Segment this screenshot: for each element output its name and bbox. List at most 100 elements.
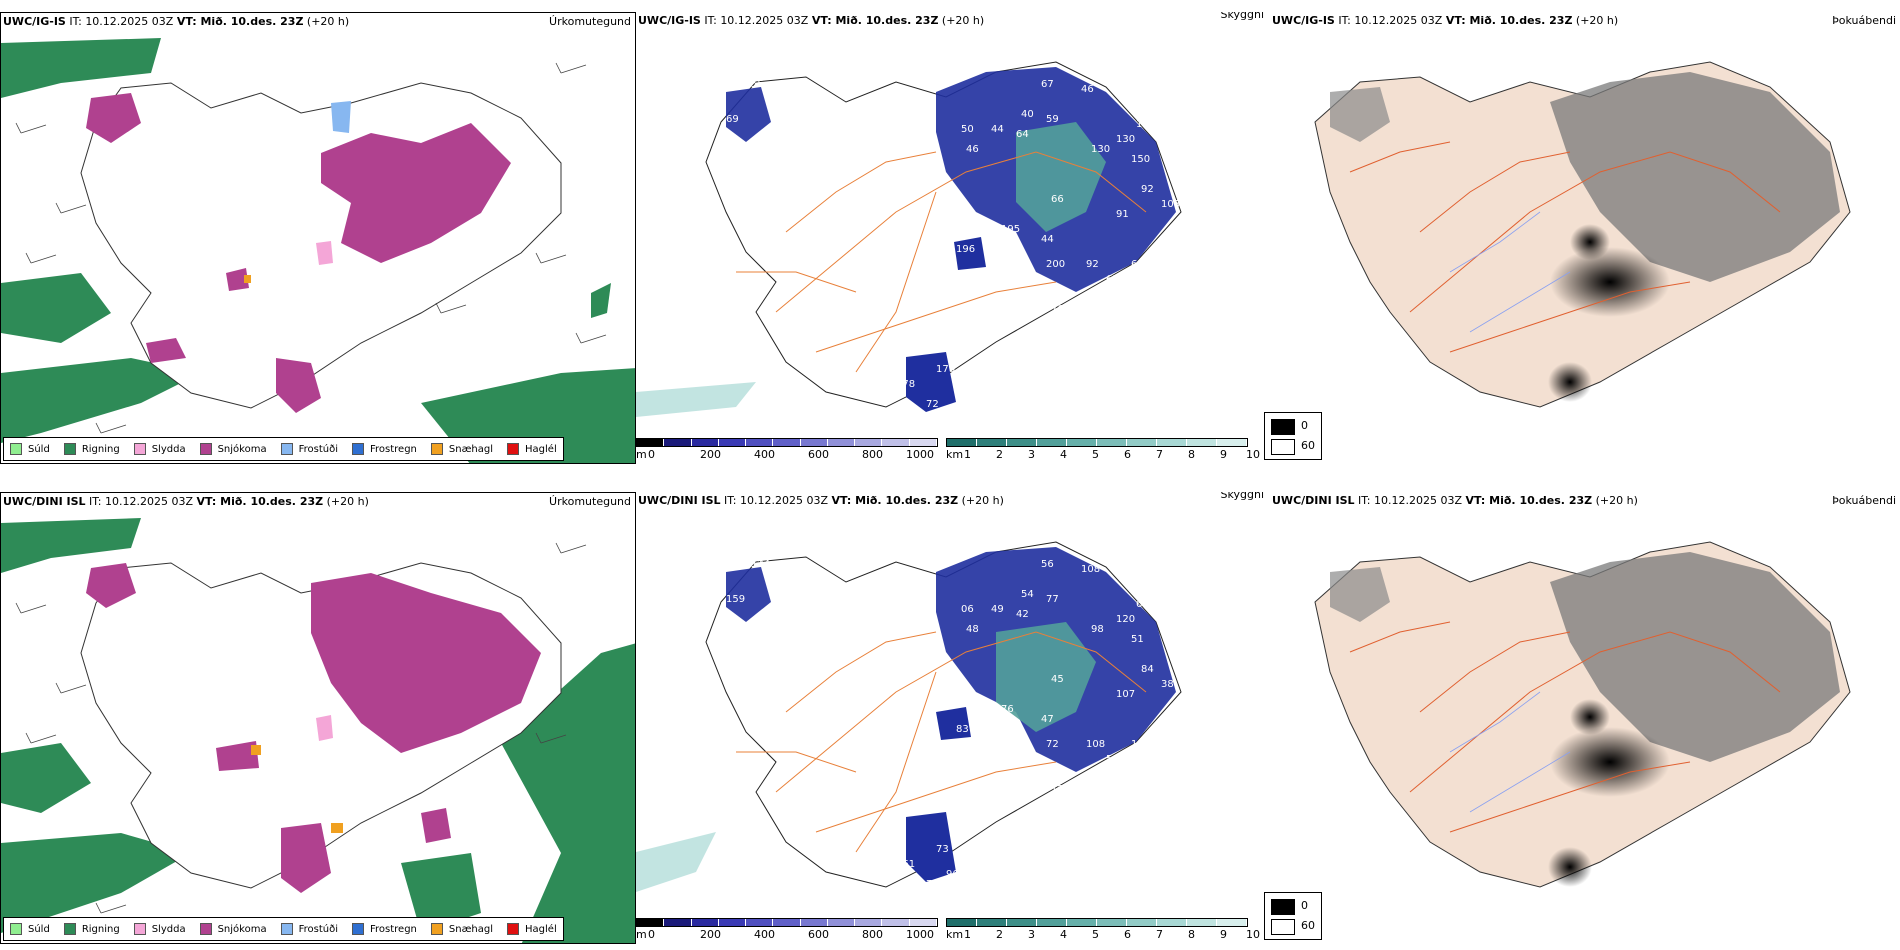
visibility-value-label: 77 <box>1046 594 1059 605</box>
visibility-value-label: 66 <box>1051 194 1064 205</box>
model-name: UWC/DINI ISL <box>638 494 721 507</box>
colorbar-tick: 200 <box>700 448 721 461</box>
model-name: UWC/IG-IS <box>638 14 701 27</box>
visibility-value-label: 44 <box>991 124 1004 135</box>
colorbar-unit: m <box>636 448 647 461</box>
panel-title-visibility: Skyggni <box>1220 492 1264 501</box>
visibility-value-label: 80 <box>1031 804 1044 815</box>
visibility-value-label: 46 <box>966 144 979 155</box>
colorbar-tick: 9 <box>1220 448 1227 461</box>
lead-time: (+20 h) <box>1572 14 1619 27</box>
visibility-value-label: 50 <box>961 124 974 135</box>
visibility-value-label: 72 <box>926 399 939 410</box>
visibility-value-label: 03 <box>751 144 764 155</box>
visibility-value-label: 200 <box>1046 259 1065 270</box>
colorbar-tick: 2 <box>996 448 1003 461</box>
visibility-value-label: 150 <box>1131 739 1150 750</box>
visibility-value-label: 150 <box>1131 154 1150 165</box>
legend-item: Rigning <box>63 443 120 455</box>
fog-legend-label: 60 <box>1301 919 1315 932</box>
precip-type-panel-row1: UWC/IG-IS IT: 10.12.2025 03Z VT: Mið. 10… <box>0 12 636 464</box>
visibility-value-label: 5 <box>761 174 767 185</box>
valid-time: VT: Mið. 10.des. 23Z <box>1445 14 1573 27</box>
legend-item: Frostregn <box>352 923 417 935</box>
fog-index-panel-row2: UWC/DINI ISL IT: 10.12.2025 03Z VT: Mið.… <box>1270 492 1900 944</box>
precip-type-panel-row2: UWC/DINI ISL IT: 10.12.2025 03Z VT: Mið.… <box>0 492 636 944</box>
colorbar-tick: 400 <box>754 448 775 461</box>
fog-legend-swatch <box>1271 899 1295 915</box>
fog-legend-label: 0 <box>1301 419 1308 432</box>
colorbar-tick: 5 <box>1092 448 1099 461</box>
panel-header: UWC/DINI ISL IT: 10.12.2025 03Z VT: Mið.… <box>636 492 1270 508</box>
colorbar-tick: 8 <box>1188 448 1195 461</box>
colorbar-tick: 5 <box>1092 928 1099 941</box>
colorbar-unit: km <box>946 928 964 941</box>
colorbar-tick: 600 <box>808 448 829 461</box>
run-info: UWC/DINI ISL IT: 10.12.2025 03Z VT: Mið.… <box>638 494 1004 508</box>
visibility-value-label: 67 <box>1166 644 1179 655</box>
colorbar-tick: 1 <box>964 928 971 941</box>
model-name: UWC/DINI ISL <box>1272 494 1355 507</box>
panel-title-fog: Þokuábendi <box>1832 14 1896 27</box>
visibility-value-label: 62 <box>1136 599 1149 610</box>
legend-item: Frostúði <box>280 443 338 455</box>
legend-item: Haglél <box>507 923 557 935</box>
visibility-value-label: 107 <box>1116 689 1135 700</box>
visibility-map-row1: 102 55 69 106 03 5 50 44 46 40 64 67 46 59 130 130 150 10… <box>636 61 1189 417</box>
visibility-value-label: 49 <box>991 604 1004 615</box>
fog-map-row1 <box>1314 61 1851 408</box>
model-name: UWC/IG-IS <box>3 15 66 28</box>
visibility-value-label: 106 <box>786 114 805 125</box>
precip-map-row2 <box>1 518 635 943</box>
init-time: IT: 10.12.2025 03Z <box>720 494 832 507</box>
colorbar-meters: m 0 200 400 600 800 1000 <box>636 916 946 944</box>
visibility-value-label: 130 <box>1116 134 1135 145</box>
visibility-value-label: 46 <box>1081 84 1094 95</box>
visibility-value-label: 96 <box>731 559 744 570</box>
visibility-map-row2: 96 114 159 69 93 82 06 49 48 54 42 56 108 77 98 120 51 62… <box>636 541 1195 892</box>
visibility-value-label: 67 <box>1041 79 1054 90</box>
visibility-panel-row2: 96 114 159 69 93 82 06 49 48 54 42 56 108 77 98 120 51 62… <box>636 492 1270 944</box>
colorbar-tick: 10 <box>1246 448 1260 461</box>
visibility-value-label: 130 <box>1091 144 1110 155</box>
visibility-value-label: 186 <box>1106 814 1125 825</box>
colorbar-tick: 4 <box>1060 448 1067 461</box>
visibility-value-label: 108 <box>1176 704 1195 715</box>
colorbar-tick: 3 <box>1028 928 1035 941</box>
colorbar-tick: 2 <box>996 928 1003 941</box>
precip-legend: Súld Rigning Slydda Snjókoma Frostúði Fr… <box>3 917 564 941</box>
lead-time: (+20 h) <box>958 494 1004 507</box>
fog-legend-swatch <box>1271 919 1295 935</box>
visibility-value-label: 40 <box>1021 109 1034 120</box>
panel-title-precip: Úrkomutegund <box>549 15 631 28</box>
visibility-value-label: 102 <box>731 79 750 90</box>
panel-title-precip: Úrkomutegund <box>549 495 631 508</box>
legend-item: Snjókoma <box>199 923 267 935</box>
visibility-panel-row1: 102 55 69 106 03 5 50 44 46 40 64 67 46 59 130 130 150 10… <box>636 12 1270 464</box>
init-time: IT: 10.12.2025 03Z <box>65 15 177 28</box>
visibility-value-label: 124 <box>1051 784 1070 795</box>
visibility-value-label: 82 <box>1126 294 1139 305</box>
visibility-value-label: 108 <box>1086 739 1105 750</box>
legend-item: Rigning <box>63 923 120 935</box>
panel-header: UWC/DINI ISL IT: 10.12.2025 03Z VT: Mið.… <box>1 493 635 509</box>
visibility-value-label: 83 <box>956 724 969 735</box>
panel-title-fog: Þokuábendi <box>1832 494 1896 507</box>
visibility-value-label: 59 <box>1046 114 1059 125</box>
panel-header: UWC/IG-IS IT: 10.12.2025 03Z VT: Mið. 10… <box>1 13 635 29</box>
visibility-value-label: 128 <box>1126 774 1145 785</box>
fog-legend-label: 60 <box>1301 439 1315 452</box>
run-info: UWC/IG-IS IT: 10.12.2025 03Z VT: Mið. 10… <box>1272 14 1618 28</box>
lead-time: (+20 h) <box>1592 494 1638 507</box>
visibility-value-label: 104 <box>1136 119 1155 130</box>
visibility-value-label: 41 <box>1136 314 1149 325</box>
visibility-value-label: 56 <box>1041 559 1054 570</box>
colorbar-tick: 1000 <box>906 928 934 941</box>
colorbar-km-strip <box>946 438 1248 447</box>
lead-time: (+20 h) <box>303 15 350 28</box>
visibility-value-label: 42 <box>1016 609 1029 620</box>
run-info: UWC/IG-IS IT: 10.12.2025 03Z VT: Mið. 10… <box>638 14 984 28</box>
visibility-value-label: 64 <box>1156 724 1169 735</box>
colorbar-km-strip <box>946 918 1248 927</box>
run-info: UWC/DINI ISL IT: 10.12.2025 03Z VT: Mið.… <box>1272 494 1638 508</box>
